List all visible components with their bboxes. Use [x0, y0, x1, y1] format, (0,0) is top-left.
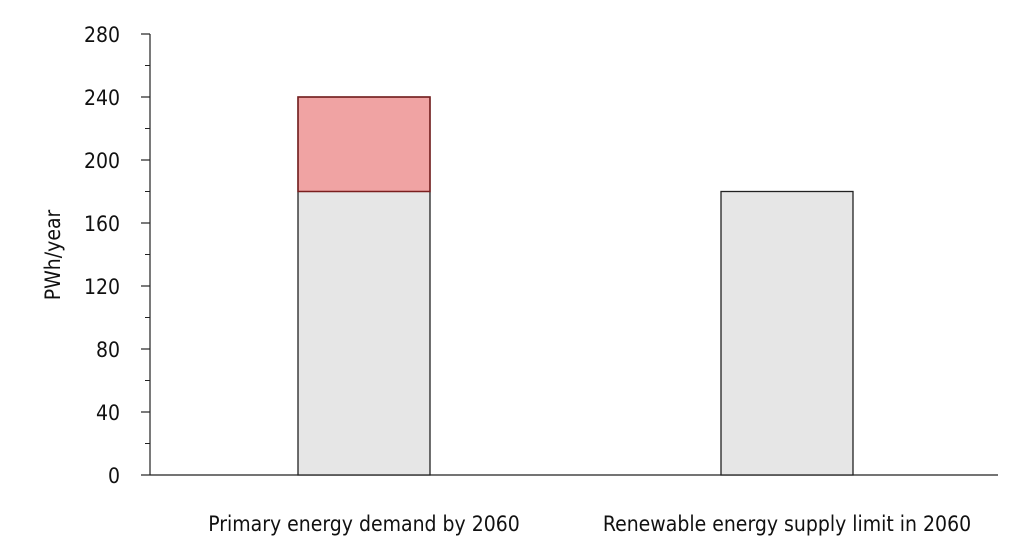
y-tick-label: 40	[96, 401, 120, 425]
y-tick-label: 200	[84, 149, 120, 173]
y-axis-title: PWh/year	[41, 209, 65, 300]
y-tick-label: 80	[96, 338, 120, 362]
y-tick-label: 240	[84, 86, 120, 110]
bar-top-outline	[297, 96, 431, 193]
bars	[297, 96, 854, 476]
y-axis: 0 40 80 120 160 200 240 280	[84, 23, 151, 488]
x-axis: Primary energy demand by 2060 Renewable e…	[150, 474, 998, 536]
y-tick-label: 280	[84, 23, 120, 47]
x-category-label: Primary energy demand by 2060	[208, 512, 520, 536]
bar-outline	[720, 190, 854, 476]
x-category-label: Renewable energy supply limit in 2060	[603, 512, 971, 536]
bar-segment	[298, 97, 430, 192]
bar-segment	[298, 191, 430, 475]
y-tick-label: 120	[84, 275, 120, 299]
bar-segment	[721, 191, 853, 475]
y-tick-label: 160	[84, 212, 120, 236]
y-tick-label: 0	[108, 464, 120, 488]
